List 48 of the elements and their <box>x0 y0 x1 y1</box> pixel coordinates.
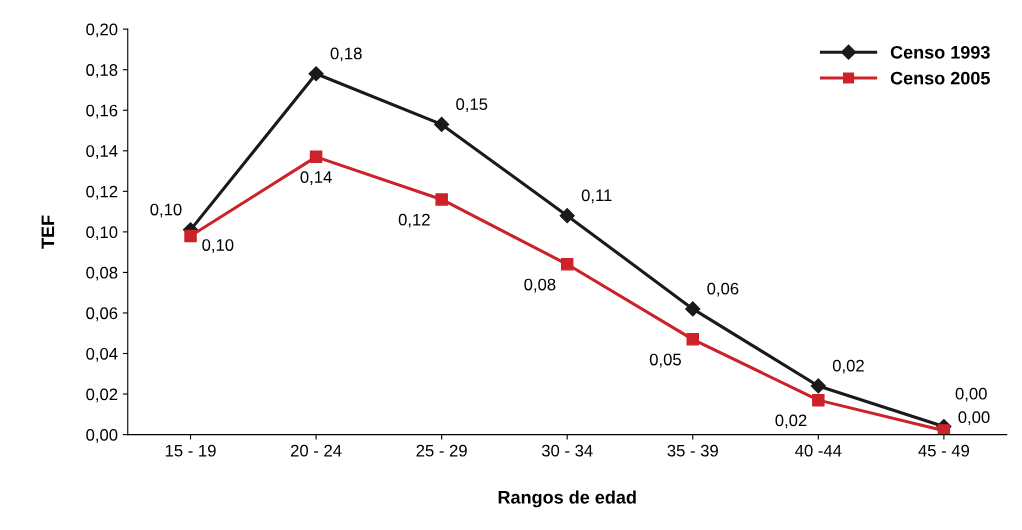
y-tick-label: 0,14 <box>86 145 118 159</box>
data-label: 0,05 <box>649 353 681 368</box>
point <box>685 301 701 317</box>
legend-label: Censo 2005 <box>890 71 990 85</box>
point <box>937 424 951 435</box>
x-tick-label: 30 - 34 <box>541 444 593 457</box>
data-label: 0,11 <box>581 189 612 204</box>
point <box>435 193 448 206</box>
data-label: 0,14 <box>300 171 332 185</box>
legend-label: Censo 1993 <box>890 45 990 59</box>
x-axis-title: Rangos de edad <box>498 490 636 508</box>
data-label: 0,00 <box>958 411 990 426</box>
y-tick-label: 0,10 <box>86 226 118 241</box>
x-tick-label: 25 - 29 <box>416 444 467 457</box>
y-tick-label: 0,18 <box>86 64 118 78</box>
y-axis-title: TEF <box>41 215 55 249</box>
data-label: 0,08 <box>524 278 556 293</box>
y-tick-label: 0,20 <box>86 23 118 38</box>
y-tick-label: 0,16 <box>86 104 118 119</box>
point <box>308 66 324 82</box>
point <box>812 393 825 407</box>
point <box>434 116 450 133</box>
data-label: 0,00 <box>955 387 987 402</box>
data-label: 0,15 <box>456 98 488 112</box>
y-tick-label: 0,06 <box>86 307 118 322</box>
y-tick-label: 0,00 <box>86 429 118 443</box>
point <box>686 333 700 346</box>
x-tick-label: 40 -44 <box>795 444 842 457</box>
x-tick-label: 35 - 39 <box>667 444 718 457</box>
x-tick-label: 45 - 49 <box>918 444 970 457</box>
point <box>559 208 575 224</box>
data-label: 0,02 <box>832 359 864 374</box>
y-tick-label: 0,04 <box>86 347 118 362</box>
point <box>560 258 574 271</box>
point <box>810 378 826 394</box>
data-label: 0,18 <box>330 47 362 62</box>
y-tick-label: 0,08 <box>86 266 118 281</box>
data-label: 0,06 <box>707 282 739 297</box>
y-tick-label: 0,02 <box>86 388 118 403</box>
point <box>309 150 323 164</box>
point <box>184 229 197 243</box>
data-label: 0,10 <box>150 203 182 218</box>
y-tick-label: 0,12 <box>86 185 118 200</box>
data-label: 0,02 <box>775 414 807 429</box>
data-label: 0,12 <box>398 213 430 228</box>
data-label: 0,10 <box>202 239 234 253</box>
x-tick-label: 20 - 24 <box>290 444 342 457</box>
x-tick-label: 15 - 19 <box>165 444 216 457</box>
